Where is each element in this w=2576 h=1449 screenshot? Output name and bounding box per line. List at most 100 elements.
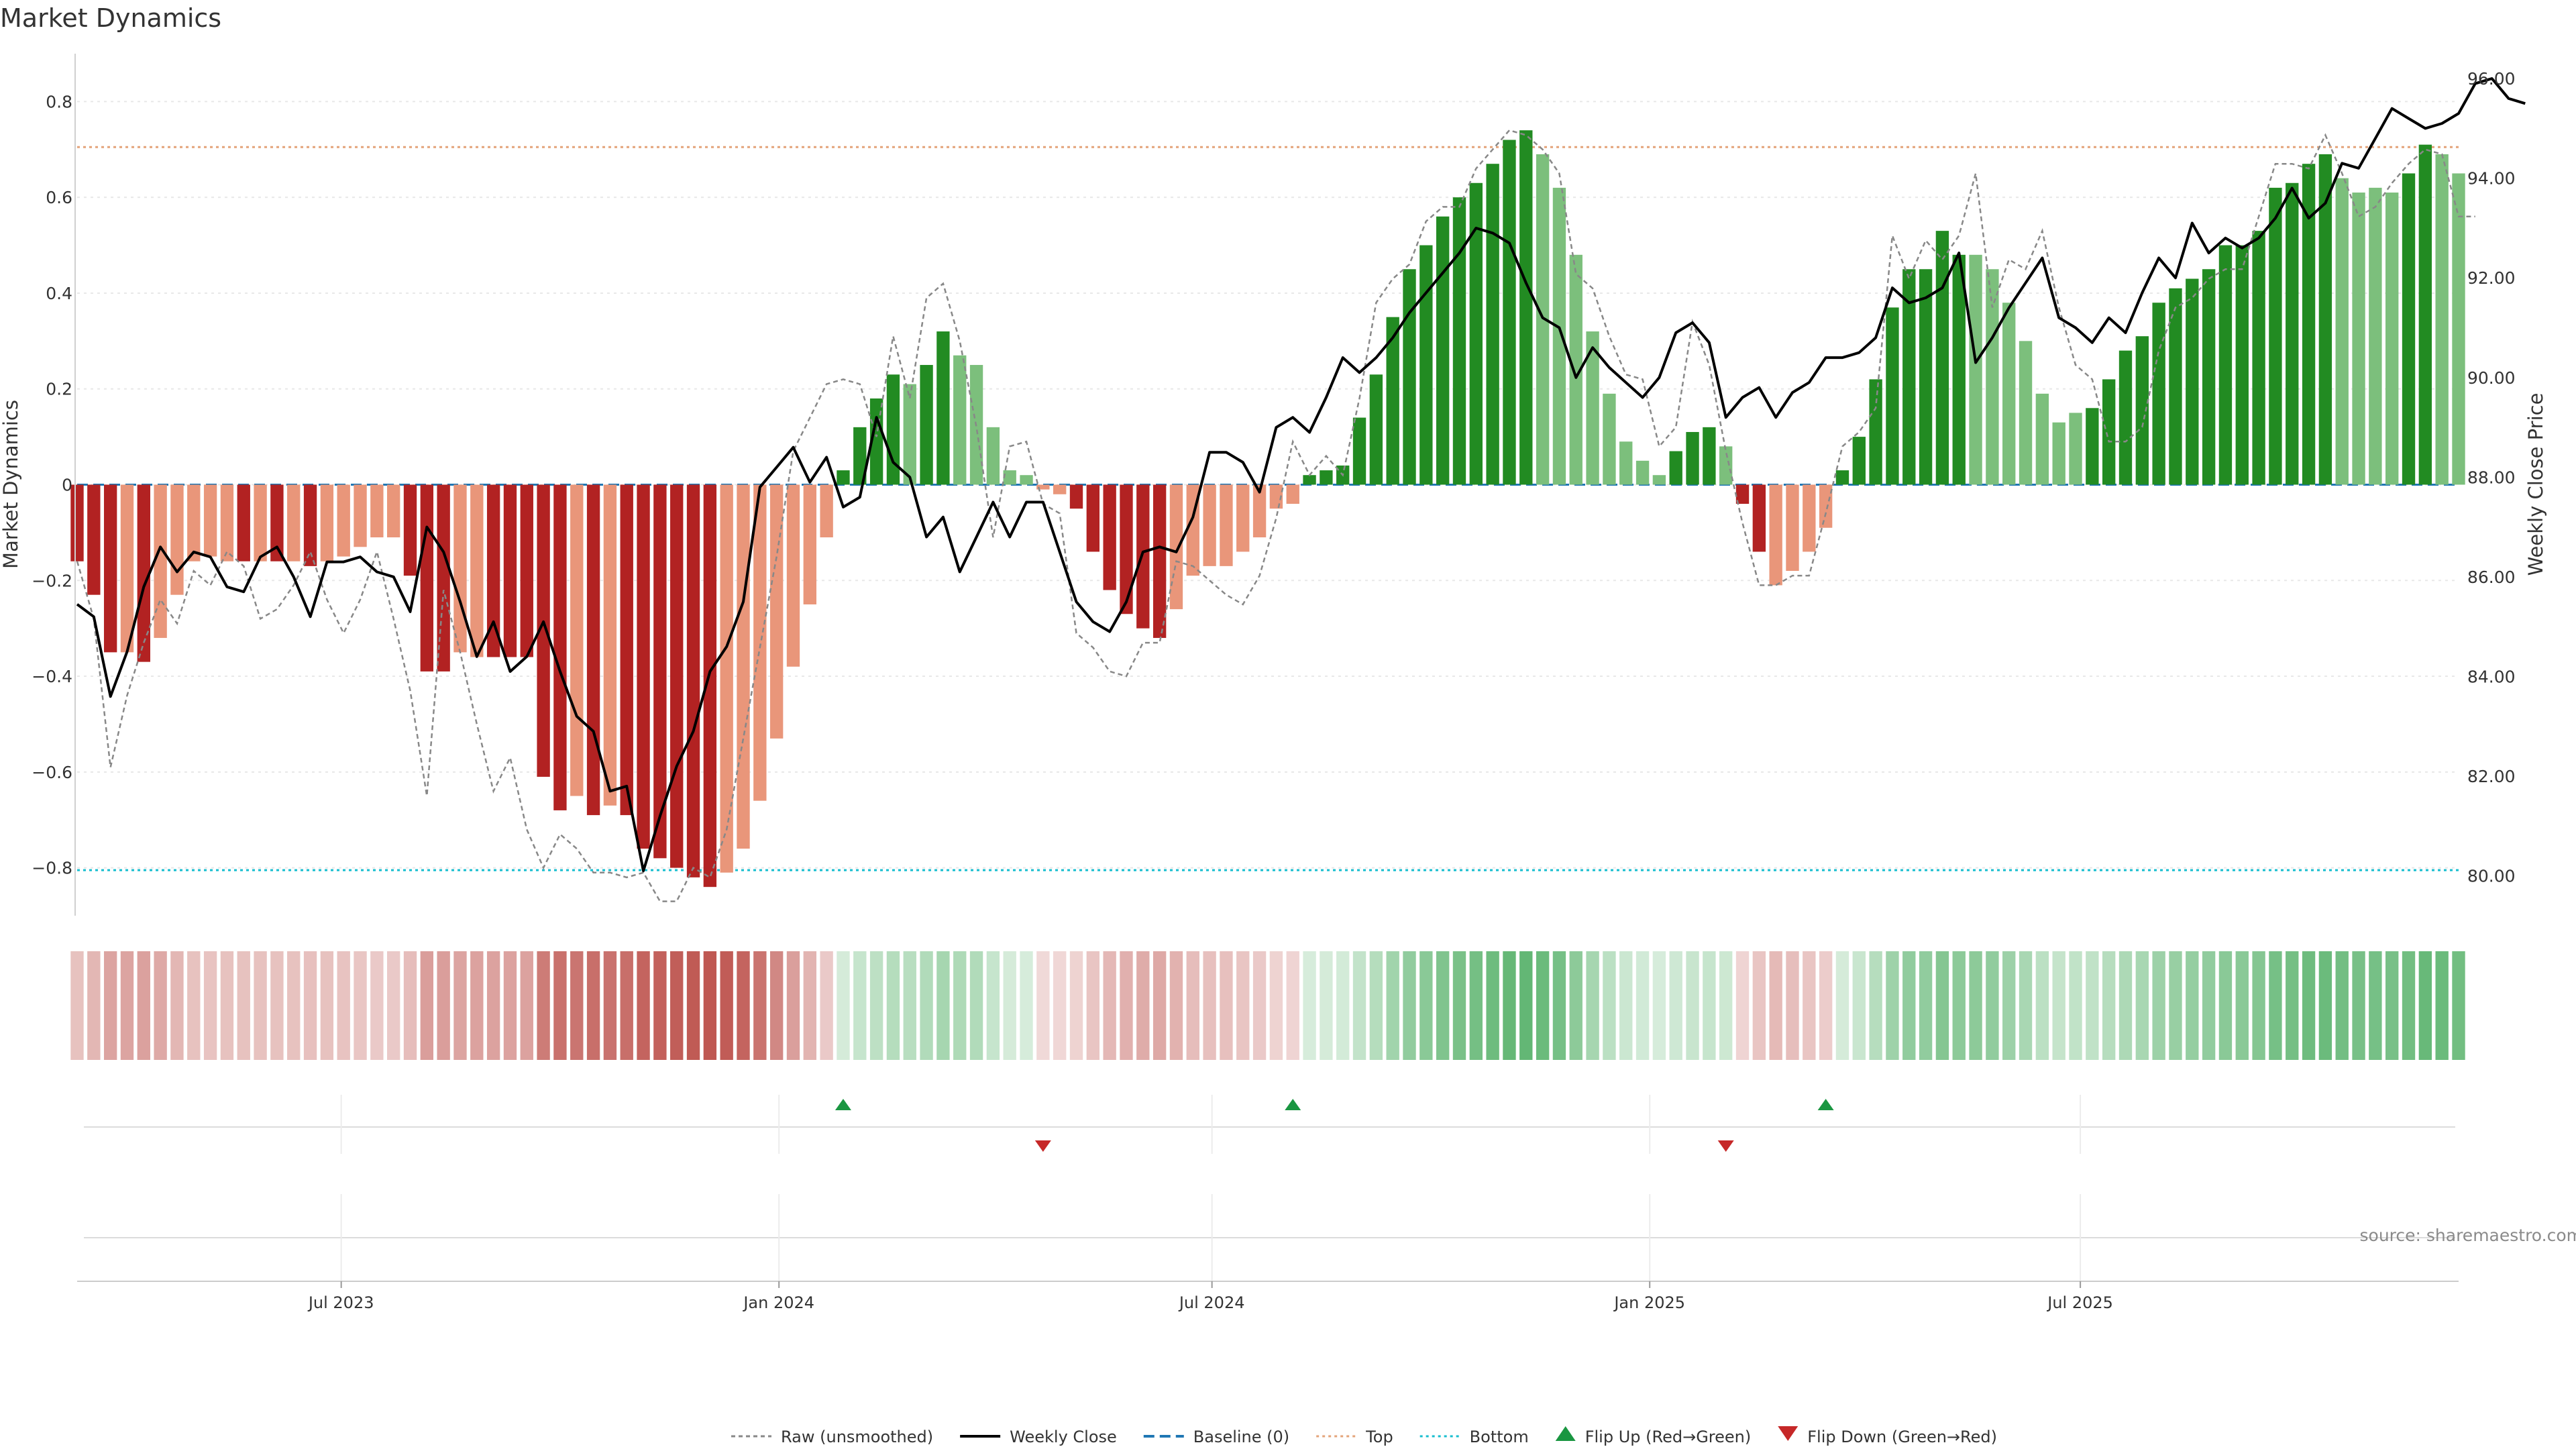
regime-cell <box>420 951 434 1060</box>
legend-label: Top <box>1365 1428 1393 1446</box>
regime-cell <box>486 951 500 1060</box>
regime-cell <box>1369 951 1383 1060</box>
momentum-bar <box>1169 484 1183 610</box>
regime-cell <box>2002 951 2016 1060</box>
momentum-bar <box>2235 245 2249 485</box>
momentum-bar <box>737 484 750 849</box>
momentum-bar <box>753 484 767 801</box>
regime-cell <box>1969 951 1982 1060</box>
momentum-bar <box>437 484 450 672</box>
momentum-bar <box>670 484 684 868</box>
momentum-bar <box>1986 269 1999 485</box>
regime-cell <box>886 951 900 1060</box>
regime-cell <box>837 951 850 1060</box>
momentum-bar <box>220 484 234 561</box>
regime-cell <box>1819 951 1833 1060</box>
right-tick-label: 82.00 <box>2467 767 2516 786</box>
regime-cell <box>403 951 417 1060</box>
legend-item: Bottom <box>1419 1428 1529 1446</box>
regime-cell <box>1635 951 1650 1060</box>
legend-swatch <box>1778 1426 1799 1441</box>
legend-item: Raw (unsmoothed) <box>731 1428 933 1446</box>
momentum-bar <box>2152 303 2165 485</box>
momentum-bars <box>70 130 2465 888</box>
regime-cell <box>720 951 733 1060</box>
momentum-bar <box>2002 303 2016 485</box>
regime-cell <box>1286 951 1299 1060</box>
momentum-bar <box>1220 484 1233 566</box>
momentum-bar <box>936 331 950 485</box>
regime-cell <box>1619 951 1633 1060</box>
regime-cell <box>70 951 84 1060</box>
reference-lines <box>77 146 2459 871</box>
regime-cell <box>603 951 617 1060</box>
momentum-bar <box>320 484 334 561</box>
momentum-bar <box>2218 245 2233 485</box>
regime-cell <box>1869 951 1882 1060</box>
momentum-bar <box>1352 417 1366 485</box>
regime-cell <box>2369 951 2382 1060</box>
momentum-bar <box>2186 278 2199 485</box>
regime-cell <box>2452 951 2465 1060</box>
regime-cell <box>2202 951 2216 1060</box>
momentum-bar <box>1969 254 1982 485</box>
left-tick-label: 0 <box>62 476 72 495</box>
momentum-bar <box>1303 475 1316 485</box>
axes: 0.8 0.6 0.4 0.2 0 −0.2 −0.4 −0.6 −0.8 96.00 94.00 9… <box>0 54 2547 916</box>
momentum-bar <box>1703 427 1716 485</box>
regime-cell <box>1935 951 1949 1060</box>
flip-up-marker <box>1817 1099 1834 1110</box>
x-axis: Jul 2023 Jan 2024 Jul 2024 Jan 2025 Jul 2025 <box>77 1281 2459 1312</box>
regime-cell <box>2135 951 2149 1060</box>
momentum-bar <box>520 484 533 657</box>
regime-cell <box>437 951 450 1060</box>
momentum-bar <box>2452 173 2465 485</box>
momentum-bar <box>1735 484 1750 504</box>
momentum-bar <box>1020 475 1033 485</box>
raw-unsmoothed-line <box>76 129 2475 902</box>
momentum-bar <box>1586 331 1599 485</box>
momentum-bar <box>2118 350 2133 485</box>
regime-cell <box>203 951 217 1060</box>
regime-cell <box>303 951 317 1060</box>
legend-label: Weekly Close <box>1010 1428 1117 1446</box>
chart-title: Market Dynamics <box>0 3 221 33</box>
momentum-bar <box>203 484 217 557</box>
regime-cell <box>2235 951 2249 1060</box>
momentum-bar <box>920 365 933 485</box>
momentum-bar <box>2318 154 2332 485</box>
regime-cell <box>1386 951 1399 1060</box>
momentum-bar <box>303 484 317 566</box>
momentum-bar <box>187 484 201 561</box>
momentum-bar <box>1902 269 1916 485</box>
momentum-bar <box>337 484 350 557</box>
regime-cell <box>1203 951 1216 1060</box>
regime-cell <box>1069 951 1083 1060</box>
regime-cell <box>1902 951 1916 1060</box>
regime-cell <box>1735 951 1750 1060</box>
momentum-bar <box>1386 317 1399 485</box>
regime-cell <box>1835 951 1849 1060</box>
momentum-bar <box>637 484 650 849</box>
momentum-bar <box>2052 422 2065 485</box>
regime-cell <box>386 951 400 1060</box>
regime-cell <box>953 951 967 1060</box>
regime-cell <box>1986 951 1999 1060</box>
regime-cell <box>470 951 484 1060</box>
regime-cell <box>1703 951 1716 1060</box>
left-tick-label: −0.4 <box>32 667 72 686</box>
regime-cell <box>320 951 334 1060</box>
legend-label: Raw (unsmoothed) <box>781 1428 933 1446</box>
regime-cell <box>2118 951 2133 1060</box>
regime-cell <box>853 951 867 1060</box>
momentum-bar <box>2102 379 2116 485</box>
regime-cell <box>686 951 700 1060</box>
regime-cell <box>1236 951 1250 1060</box>
momentum-bar <box>1486 164 1499 485</box>
legend-item: Flip Up (Red→Green) <box>1555 1426 1751 1446</box>
momentum-bar <box>570 484 584 796</box>
momentum-bar <box>1152 484 1167 638</box>
legend-item: Flip Down (Green→Red) <box>1778 1426 1997 1446</box>
momentum-bar <box>2035 393 2049 485</box>
right-tick-label: 88.00 <box>2467 468 2516 487</box>
